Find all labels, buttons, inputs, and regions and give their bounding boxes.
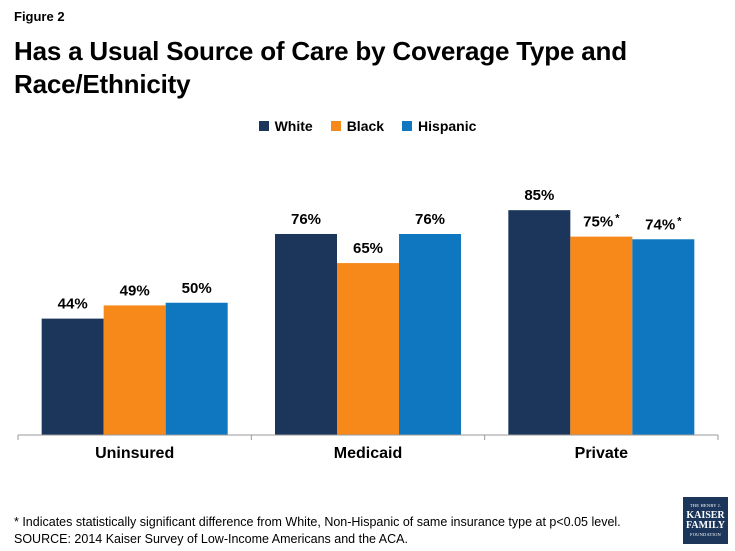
figure-label: Figure 2 <box>14 9 65 24</box>
bar-medicaid-black <box>337 263 399 435</box>
chart-title: Has a Usual Source of Care by Coverage T… <box>14 36 627 99</box>
data-label-medicaid-hispanic: 76% <box>415 211 445 228</box>
footnote: * Indicates statistically significant di… <box>14 514 674 548</box>
bar-uninsured-black <box>103 305 166 435</box>
data-label-medicaid-black: 65% <box>353 240 383 257</box>
bar-private-hispanic <box>632 239 695 435</box>
legend-label-black: Black <box>346 118 385 134</box>
legend-swatch-white <box>258 121 269 131</box>
data-label-private-white: 85% <box>524 187 554 204</box>
data-label-uninsured-hispanic: 50% <box>182 280 212 297</box>
bar-uninsured-white <box>41 318 104 435</box>
legend-item-white: White <box>258 118 313 134</box>
data-label-uninsured-black: 49% <box>120 282 150 299</box>
significance-note: * Indicates statistically significant di… <box>14 515 621 529</box>
bar-private-black <box>570 236 633 435</box>
data-label-private-hispanic: 74% * <box>645 215 682 233</box>
data-label-medicaid-white: 76% <box>291 211 321 228</box>
bar-medicaid-white <box>275 233 337 435</box>
kff-logo: THE HENRY J. KAISER FAMILY FOUNDATION <box>683 497 728 544</box>
bar-private-white <box>508 210 571 435</box>
category-label-uninsured: Uninsured <box>95 445 174 462</box>
legend-label-white: White <box>274 118 313 134</box>
category-label-private: Private <box>575 445 628 462</box>
source-note: SOURCE: 2014 Kaiser Survey of Low-Income… <box>14 532 408 546</box>
legend-swatch-black <box>330 121 341 131</box>
chart-legend: White Black Hispanic <box>0 118 735 134</box>
bar-medicaid-hispanic <box>399 233 461 435</box>
legend-swatch-hispanic <box>402 121 413 131</box>
legend-item-black: Black <box>330 118 385 134</box>
category-label-medicaid: Medicaid <box>334 445 402 462</box>
bar-uninsured-hispanic <box>165 302 228 435</box>
data-label-private-black: 75% * <box>583 213 620 231</box>
data-label-uninsured-white: 44% <box>58 296 88 313</box>
legend-label-hispanic: Hispanic <box>418 118 477 134</box>
legend-item-hispanic: Hispanic <box>402 118 476 134</box>
